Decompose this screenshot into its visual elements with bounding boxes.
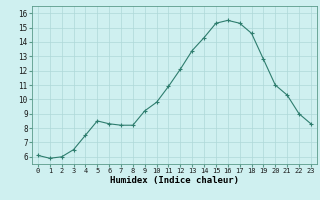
X-axis label: Humidex (Indice chaleur): Humidex (Indice chaleur) — [110, 176, 239, 185]
